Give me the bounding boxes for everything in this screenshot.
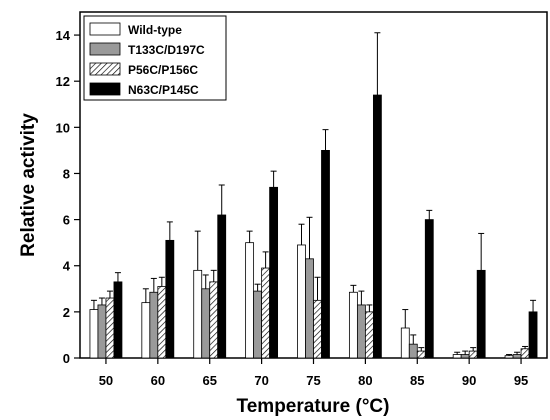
bar-series: [89, 94, 538, 359]
bar: [528, 311, 538, 359]
bar: [424, 219, 434, 359]
legend-swatch: [89, 42, 121, 56]
x-tick-label: 60: [151, 373, 165, 388]
y-tick-label: 6: [63, 213, 70, 228]
x-axis-title: Temperature (°C): [237, 396, 390, 417]
y-axis: 0 2 4 6 8 10 12 14: [56, 28, 80, 366]
bar: [408, 343, 418, 359]
legend-label: T133C/D197C: [128, 43, 205, 57]
bar: [400, 327, 410, 359]
bar: [149, 291, 159, 359]
bar: [297, 244, 306, 359]
bar: [269, 186, 279, 359]
bar: [520, 348, 530, 359]
y-tick-label: 8: [63, 166, 70, 181]
bar: [313, 299, 322, 359]
legend: Wild-type T133C/D197C P56C/P156C N63C/P145C: [83, 15, 227, 101]
bar: [348, 291, 358, 359]
x-tick-label: 50: [99, 373, 113, 388]
legend-label: N63C/P145C: [128, 83, 199, 97]
bar: [113, 281, 123, 359]
legend-label: Wild-type: [128, 23, 182, 37]
legend-swatch: [89, 22, 121, 36]
bar: [356, 304, 366, 359]
bar: [165, 239, 175, 359]
legend-label: P56C/P156C: [128, 63, 198, 77]
bar: [141, 302, 151, 359]
bar: [261, 267, 271, 359]
x-tick-label: 65: [202, 373, 216, 388]
bar: [512, 354, 522, 359]
y-tick-label: 12: [56, 74, 70, 89]
x-tick-label: 70: [254, 373, 268, 388]
y-tick-label: 4: [63, 259, 71, 274]
x-tick-label: 95: [514, 373, 528, 388]
x-tick-label: 85: [410, 373, 424, 388]
y-axis-title: Relative activity: [18, 113, 39, 257]
bar: [305, 258, 314, 359]
legend-swatch: [89, 62, 121, 76]
y-tick-label: 0: [63, 351, 70, 366]
error-bars: [90, 32, 537, 356]
y-tick-label: 2: [63, 305, 70, 320]
x-tick-label: 80: [358, 373, 372, 388]
bar: [468, 350, 478, 359]
bar: [460, 354, 470, 359]
bar: [321, 149, 330, 359]
bar: [217, 214, 227, 359]
x-tick-label: 90: [462, 373, 476, 388]
x-tick-label: 75: [306, 373, 320, 388]
bar: [253, 290, 263, 359]
bar: [97, 304, 107, 359]
bar: [452, 354, 462, 359]
x-axis: 50 60 65 70 75 80 85 90 95: [99, 358, 528, 388]
bar: [364, 311, 374, 359]
bar: [504, 355, 514, 359]
bar: [476, 269, 486, 359]
y-tick-label: 14: [56, 28, 71, 43]
bar: [245, 242, 255, 359]
bar: [89, 309, 99, 359]
legend-swatch: [89, 82, 121, 96]
bar: [416, 350, 426, 359]
y-tick-label: 10: [56, 120, 70, 135]
bar: [372, 94, 382, 359]
bar: [105, 297, 115, 359]
bar: [201, 288, 211, 359]
bar: [157, 286, 167, 359]
bar: [193, 269, 203, 359]
bar: [209, 281, 219, 359]
